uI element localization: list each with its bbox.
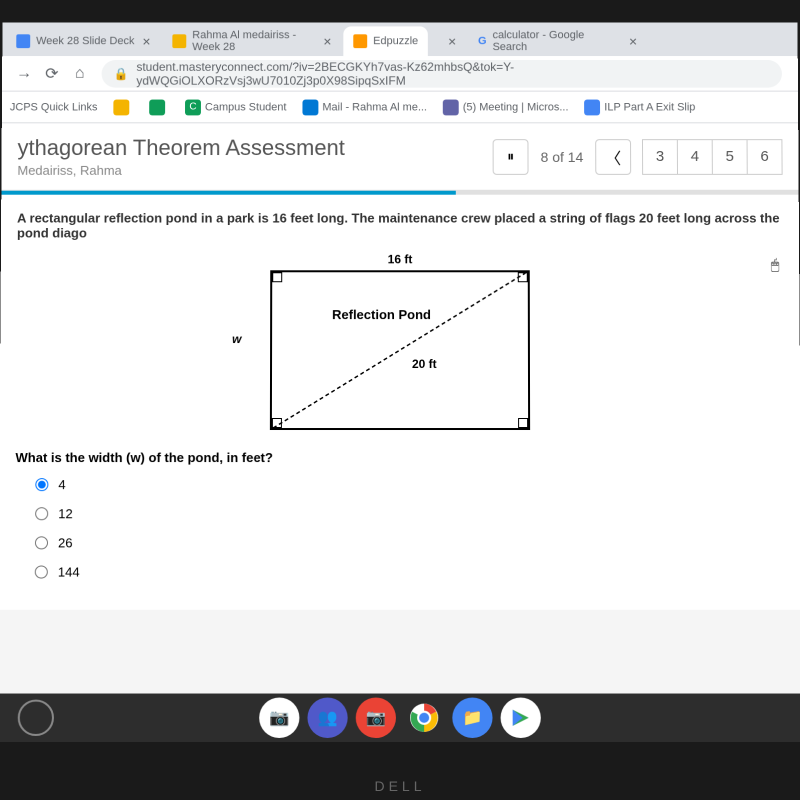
diagonal-line — [272, 272, 528, 428]
reload-button[interactable]: ⟳ — [38, 60, 66, 88]
tab-favicon — [353, 34, 367, 48]
option-label: 12 — [58, 506, 73, 521]
prev-button[interactable]: 〈 — [595, 139, 631, 175]
option-label: 4 — [58, 477, 65, 492]
browser-tab[interactable]: Week 28 Slide Deck × — [6, 26, 160, 56]
lock-icon: 🔒 — [114, 66, 129, 80]
question-nav: 3 4 5 6 — [643, 139, 783, 175]
radio-input[interactable] — [35, 536, 48, 549]
pond-rectangle: Reflection Pond 20 ft — [270, 270, 530, 430]
radio-input[interactable] — [35, 478, 48, 491]
bookmark-item[interactable] — [113, 99, 133, 115]
taskbar-app-icon[interactable]: 👥 — [307, 698, 347, 738]
tab-favicon — [16, 34, 30, 48]
answer-option[interactable]: 144 — [35, 564, 786, 579]
close-icon[interactable]: × — [323, 33, 331, 49]
close-icon[interactable]: × — [448, 33, 456, 49]
bookmark-item[interactable]: Mail - Rahma Al me... — [302, 99, 427, 115]
diagonal-label: 20 ft — [412, 357, 437, 371]
pond-diagram: 16 ft w Reflection Pond 20 ft — [250, 252, 550, 430]
browser-tab[interactable]: × — [430, 26, 466, 56]
question-nav-btn[interactable]: 4 — [677, 139, 713, 175]
browser-tab[interactable]: Rahma Al medairiss - Week 28 × — [162, 26, 341, 56]
url-text: student.masteryconnect.com/?iv=2BECGKYh7… — [136, 60, 770, 88]
bookmark-icon — [302, 99, 318, 115]
cursor-icon: 🖱 — [771, 256, 780, 273]
dell-logo: DELL — [374, 778, 425, 794]
option-label: 144 — [58, 564, 80, 579]
browser-tab[interactable]: G calculator - Google Search × — [468, 26, 647, 56]
bookmark-icon — [584, 99, 600, 115]
answer-option[interactable]: 12 — [35, 506, 785, 521]
pause-button[interactable]: ⏸ — [493, 139, 529, 175]
assessment-header: ythagorean Theorem Assessment Medairiss,… — [1, 123, 798, 190]
bookmarks-bar: JCPS Quick Links C Campus Student Mail -… — [2, 92, 798, 124]
taskbar-app-icon[interactable]: 📷 — [356, 698, 396, 738]
bookmark-label: Campus Student — [205, 101, 287, 113]
option-label: 26 — [58, 535, 73, 550]
close-icon[interactable]: × — [629, 33, 637, 49]
answer-option[interactable]: 26 — [35, 535, 785, 550]
bookmark-item[interactable]: ILP Part A Exit Slip — [584, 99, 695, 115]
home-button[interactable]: ⌂ — [66, 60, 94, 88]
bookmark-item[interactable] — [149, 99, 169, 115]
tab-title: Week 28 Slide Deck — [36, 35, 134, 47]
bookmark-item[interactable]: C Campus Student — [185, 99, 286, 115]
taskbar-app-icon[interactable]: 📷 — [259, 698, 299, 738]
taskbar-app-icon[interactable]: 📁 — [452, 698, 492, 738]
taskbar: 📷 👥 📷 📁 — [0, 694, 800, 743]
bookmark-icon — [149, 99, 165, 115]
close-icon[interactable]: × — [142, 33, 150, 49]
question-area: A rectangular reflection pond in a park … — [0, 195, 800, 610]
browser-tabs-bar: Week 28 Slide Deck × Rahma Al medairiss … — [2, 22, 797, 56]
nav-controls: ⏸ 8 of 14 〈 3 4 5 6 — [493, 139, 783, 175]
answer-option[interactable]: 4 — [35, 477, 784, 492]
address-bar: → ⟳ ⌂ 🔒 student.masteryconnect.com/?iv=2… — [2, 56, 798, 92]
launcher-button[interactable] — [18, 700, 54, 736]
forward-button[interactable]: → — [10, 60, 38, 88]
bookmark-item[interactable]: (5) Meeting | Micros... — [443, 99, 569, 115]
radio-input[interactable] — [35, 565, 48, 578]
tab-favicon — [172, 34, 186, 48]
width-label: w — [232, 332, 241, 346]
answer-options: 4 12 26 144 — [35, 477, 786, 579]
bookmark-label: JCPS Quick Links — [10, 101, 98, 113]
diagram-top-label: 16 ft — [250, 252, 549, 266]
title-area: ythagorean Theorem Assessment Medairiss,… — [17, 135, 344, 178]
bookmark-label: (5) Meeting | Micros... — [463, 101, 569, 113]
student-name: Medairiss, Rahma — [17, 163, 344, 178]
page-indicator: 8 of 14 — [541, 149, 584, 165]
sub-question: What is the width (w) of the pond, in fe… — [15, 450, 784, 465]
bookmark-icon: C — [185, 99, 201, 115]
radio-input[interactable] — [35, 507, 48, 520]
tab-title: Edpuzzle — [373, 35, 418, 47]
taskbar-chrome-icon[interactable] — [404, 698, 444, 738]
taskbar-play-icon[interactable] — [501, 698, 541, 738]
bookmark-icon — [113, 99, 129, 115]
bookmark-item[interactable]: JCPS Quick Links — [10, 101, 98, 113]
browser-tab-active[interactable]: Edpuzzle — [343, 26, 428, 56]
question-text: A rectangular reflection pond in a park … — [17, 211, 783, 241]
url-input[interactable]: 🔒 student.masteryconnect.com/?iv=2BECGKY… — [102, 60, 783, 88]
bookmark-label: Mail - Rahma Al me... — [322, 101, 427, 113]
question-nav-btn[interactable]: 6 — [747, 139, 783, 175]
question-nav-btn[interactable]: 5 — [712, 139, 748, 175]
tab-title: Rahma Al medairiss - Week 28 — [192, 29, 315, 53]
assessment-title: ythagorean Theorem Assessment — [17, 135, 344, 161]
bookmark-icon — [443, 99, 459, 115]
question-nav-btn[interactable]: 3 — [642, 139, 678, 175]
tab-title: calculator - Google Search — [492, 29, 621, 53]
google-icon: G — [478, 35, 487, 47]
bookmark-label: ILP Part A Exit Slip — [604, 101, 695, 113]
